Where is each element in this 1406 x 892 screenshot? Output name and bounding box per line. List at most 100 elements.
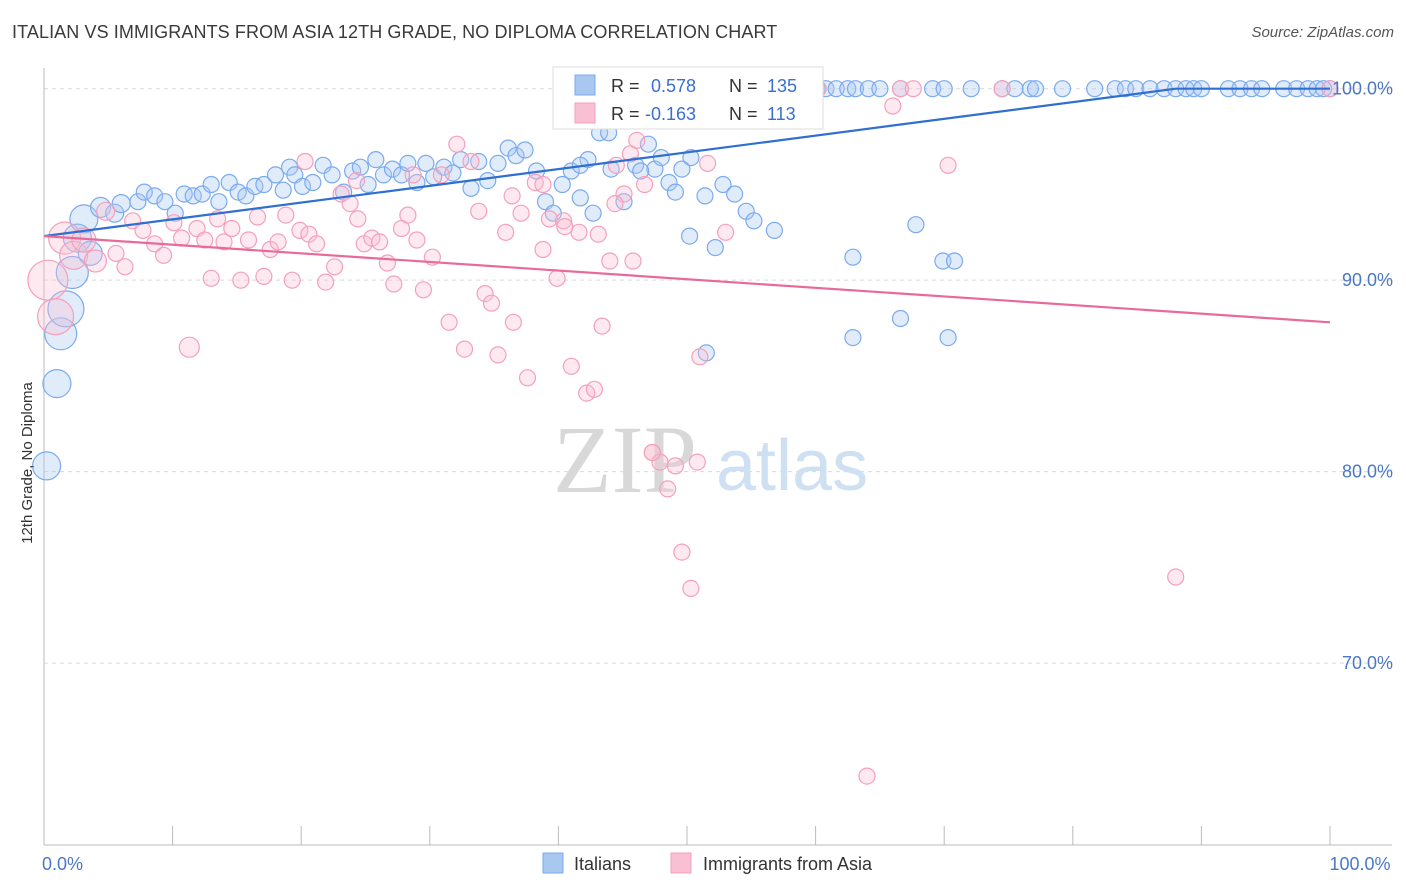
data-point (196, 231, 214, 249)
data-point (556, 218, 574, 236)
data-point (891, 309, 910, 328)
data-point (907, 216, 925, 234)
data-point (479, 172, 497, 190)
data-point (374, 166, 393, 184)
data-point (274, 181, 292, 199)
data-point (884, 97, 902, 115)
legend-label-italians: Italians (574, 854, 631, 874)
data-point (210, 193, 228, 211)
legend: Italians Immigrants from Asia (542, 852, 873, 874)
data-point (83, 249, 108, 273)
data-point (512, 204, 530, 222)
data-point (107, 244, 125, 262)
data-point (628, 131, 646, 149)
watermark-atlas: atlas (716, 426, 868, 506)
data-point (945, 252, 964, 270)
data-point (518, 369, 537, 387)
data-point (178, 336, 200, 358)
data-point (1021, 80, 1040, 98)
data-point (378, 254, 396, 272)
data-point (534, 240, 552, 259)
data-point (215, 233, 233, 251)
stats-r-value-immigrants: -0.163 (645, 104, 696, 124)
data-point (666, 183, 685, 201)
data-point (432, 166, 450, 184)
data-point (698, 154, 717, 172)
data-point (593, 317, 611, 335)
data-point (589, 225, 607, 243)
data-point (504, 313, 523, 331)
data-point (404, 166, 422, 184)
data-point (31, 451, 62, 481)
data-point (349, 210, 367, 228)
data-point (326, 258, 344, 276)
chart-source: Source: ZipAtlas.com (1251, 24, 1394, 41)
stats-n-value-immigrants: 113 (767, 104, 796, 124)
stats-r-label-italians: R = (611, 76, 640, 96)
data-point (408, 231, 426, 249)
trend-line (43, 87, 1330, 238)
data-point (455, 340, 474, 358)
data-point (673, 160, 691, 178)
y-tick-labels: 100.0% 90.0% 80.0% 70.0% (1332, 79, 1393, 673)
trend-line (43, 235, 1331, 324)
data-point (632, 162, 650, 180)
data-point (554, 212, 573, 230)
data-point (96, 201, 116, 221)
data-point (993, 80, 1011, 98)
x-tick-label: 0.0% (42, 854, 83, 874)
data-point (682, 149, 700, 167)
data-point (266, 166, 285, 184)
stats-swatch-immigrants (574, 102, 596, 124)
data-point (344, 162, 362, 180)
stats-n-label-italians: N = (729, 76, 758, 96)
stats-box: R = 0.578 N = 135 R = -0.163 N = 113 (552, 66, 824, 130)
data-point (248, 208, 267, 226)
data-point (440, 313, 458, 331)
data-point (858, 767, 876, 785)
data-point (503, 187, 521, 205)
data-point (846, 80, 865, 98)
data-point (716, 223, 735, 241)
data-point (680, 227, 699, 245)
data-point (601, 252, 619, 270)
data-point (173, 229, 191, 247)
data-point (116, 258, 134, 276)
watermark: ZIP atlas (553, 406, 868, 513)
y-tick-label: 80.0% (1342, 462, 1393, 482)
data-point (58, 240, 89, 270)
data-point (202, 175, 220, 194)
data-point (516, 141, 534, 159)
data-point (129, 193, 147, 211)
data-point (1053, 80, 1072, 98)
data-point (891, 80, 910, 98)
data-point (696, 187, 714, 205)
data-point (489, 154, 507, 172)
data-point (507, 147, 525, 165)
data-point (1167, 568, 1185, 586)
legend-label-immigrants: Immigrants from Asia (703, 854, 873, 874)
data-point (666, 457, 685, 475)
legend-swatch-italians (542, 852, 564, 874)
y-tick-label: 70.0% (1342, 653, 1393, 673)
data-point (497, 223, 515, 241)
data-point (165, 214, 183, 232)
data-point (269, 233, 287, 251)
stats-n-label-immigrants: N = (729, 104, 758, 124)
data-point (69, 204, 99, 234)
series-italians-points (31, 80, 1339, 481)
data-point (688, 453, 706, 471)
data-point (540, 210, 559, 228)
axes (43, 68, 1392, 846)
data-point (277, 206, 295, 224)
data-point (548, 269, 566, 287)
data-point (414, 281, 432, 299)
data-point (606, 195, 624, 213)
data-point (155, 246, 173, 264)
data-point (462, 152, 480, 171)
data-point (939, 329, 957, 347)
data-point (607, 156, 625, 174)
data-point (399, 206, 417, 224)
data-point (296, 152, 314, 171)
